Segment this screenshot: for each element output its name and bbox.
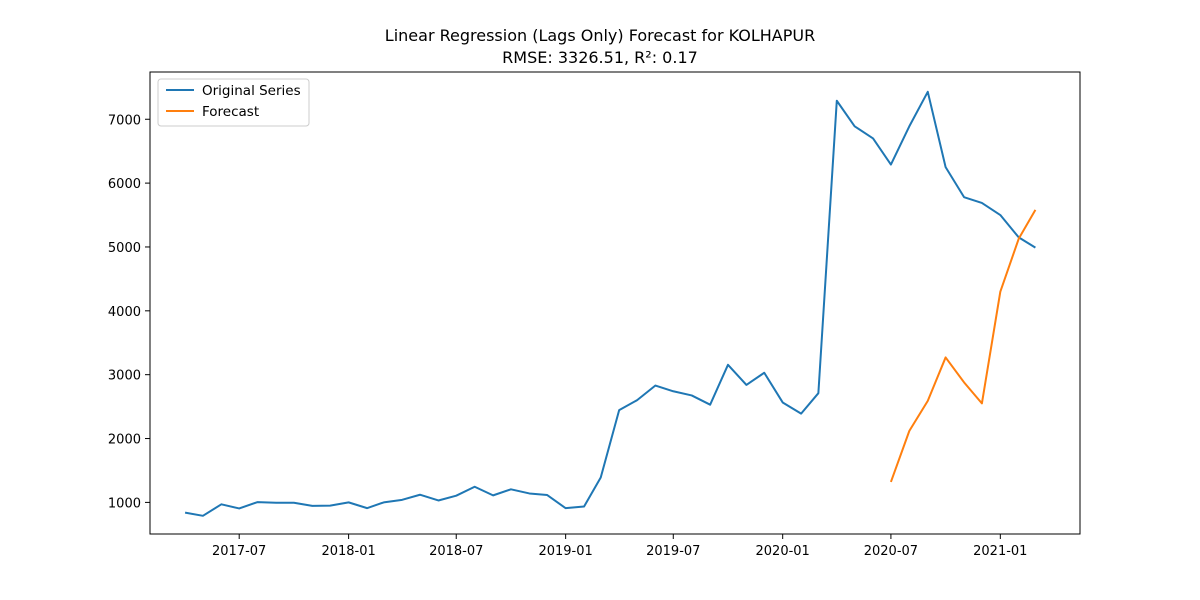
y-tick-label: 3000 bbox=[108, 369, 141, 384]
legend-label-forecast: Forecast bbox=[202, 104, 259, 120]
x-tick-label: 2019-07 bbox=[646, 544, 700, 559]
y-axis: 1000 2000 3000 4000 5000 6000 7000 bbox=[108, 113, 150, 511]
y-tick-label: 5000 bbox=[108, 241, 141, 256]
x-axis: 2017-07 2018-01 2018-07 2019-01 2019-07 2020-… bbox=[212, 534, 1027, 559]
x-tick-label: 2021-01 bbox=[973, 544, 1027, 559]
legend: Original Series Forecast bbox=[157, 78, 310, 127]
series-layer bbox=[184, 90, 1037, 517]
y-tick-label: 1000 bbox=[108, 496, 141, 511]
chart-subtitle: RMSE: 3326.51, R²: 0.17 bbox=[502, 48, 698, 67]
x-tick-label: 2018-01 bbox=[321, 544, 375, 559]
x-tick-label: 2020-01 bbox=[756, 544, 810, 559]
x-tick-label: 2020-07 bbox=[864, 544, 918, 559]
legend-box bbox=[157, 78, 310, 127]
series-line-original-series bbox=[184, 90, 1036, 517]
y-tick-label: 7000 bbox=[108, 113, 141, 128]
y-tick-label: 6000 bbox=[108, 177, 141, 192]
y-tick-label: 4000 bbox=[108, 305, 141, 320]
x-tick-label: 2018-07 bbox=[429, 544, 483, 559]
plot-area bbox=[149, 71, 1081, 535]
chart-title: Linear Regression (Lags Only) Forecast f… bbox=[384, 26, 816, 45]
x-tick-label: 2019-01 bbox=[538, 544, 592, 559]
legend-label-original-series: Original Series bbox=[202, 83, 301, 99]
x-tick-label: 2017-07 bbox=[212, 544, 266, 559]
y-tick-label: 2000 bbox=[108, 433, 141, 448]
